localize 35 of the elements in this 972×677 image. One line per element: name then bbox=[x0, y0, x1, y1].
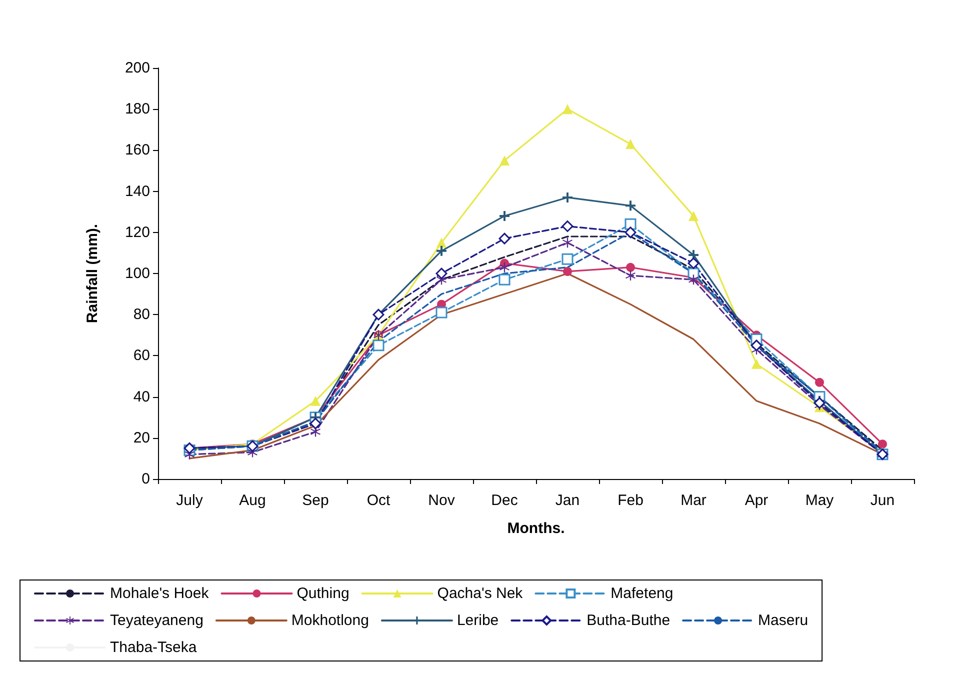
y-tick-label: 80 bbox=[133, 306, 150, 324]
x-axis-title: Months. bbox=[507, 520, 565, 537]
y-tick-label: 120 bbox=[124, 224, 150, 241]
y-tick-label: 180 bbox=[124, 100, 150, 118]
legend-label: Butha-Buthe bbox=[586, 612, 670, 629]
x-tick-label: Mar bbox=[680, 492, 706, 509]
y-tick-label: 140 bbox=[124, 182, 150, 200]
x-tick-label: Feb bbox=[618, 492, 644, 509]
y-tick-label: 100 bbox=[124, 265, 150, 282]
x-tick-label: Dec bbox=[491, 492, 518, 509]
y-tick-label: 200 bbox=[124, 60, 150, 76]
x-tick-label: July bbox=[176, 492, 204, 509]
x-tick-label: May bbox=[805, 492, 834, 509]
legend-label: Leribe bbox=[456, 612, 499, 629]
x-tick-label: Nov bbox=[428, 492, 456, 509]
x-tick-label: Sep bbox=[302, 492, 329, 509]
x-tick-label: Aug bbox=[239, 492, 266, 509]
y-tick-label: 60 bbox=[133, 347, 150, 364]
legend-label: Teyateyaneng bbox=[110, 612, 204, 629]
x-tick-label: Apr bbox=[744, 492, 768, 509]
legend-label: Maseru bbox=[758, 612, 808, 629]
x-tick-label: Jan bbox=[555, 492, 580, 509]
y-tick-label: 20 bbox=[133, 429, 150, 446]
x-tick-label: Oct bbox=[366, 492, 391, 509]
legend-label: Thaba-Tseka bbox=[110, 639, 198, 656]
legend-label: Qacha's Nek bbox=[437, 585, 524, 602]
legend-label: Mafeteng bbox=[610, 585, 674, 602]
y-tick-label: 0 bbox=[142, 470, 150, 488]
x-tick-label: Jun bbox=[870, 492, 895, 509]
legend-label: Mohale's Hoek bbox=[110, 585, 210, 602]
y-tick-label: 160 bbox=[124, 142, 150, 159]
legend-label: Mokhotlong bbox=[291, 612, 369, 629]
legend-label: Quthing bbox=[296, 585, 350, 602]
y-axis-title: Rainfall (mm). bbox=[84, 224, 101, 324]
y-tick-label: 40 bbox=[133, 388, 150, 406]
